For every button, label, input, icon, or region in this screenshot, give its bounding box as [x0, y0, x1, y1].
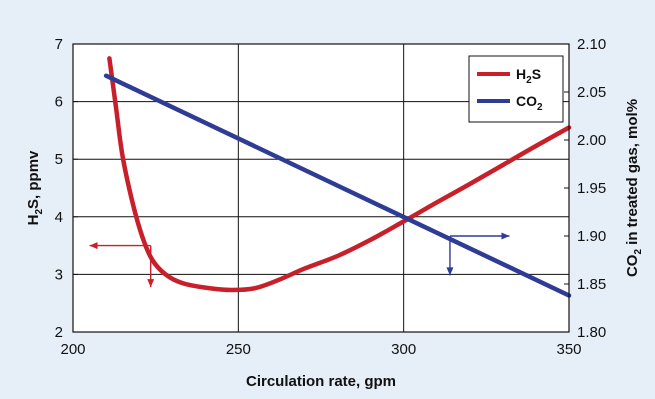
- y-left-tick-label: 5: [55, 151, 63, 168]
- series-line-h2s: [107, 56, 572, 293]
- y-right-tick-label: 2.10: [577, 36, 606, 53]
- series-layer: [103, 56, 572, 298]
- y-right-tick-label: 2.00: [577, 132, 606, 149]
- y-axis-left-title: H2S, ppmv: [25, 150, 45, 225]
- series-line-co2: [103, 73, 572, 298]
- y-left-tick-label: 2: [55, 324, 63, 341]
- y-right-tick-label: 1.90: [577, 228, 606, 245]
- co2-down-arrow-head: [446, 267, 454, 276]
- legend-label-h2s: H2S: [516, 66, 541, 86]
- y-right-tick-label: 1.95: [577, 180, 606, 197]
- x-tick-label: 250: [226, 341, 251, 358]
- x-tick-label: 300: [391, 341, 416, 358]
- y-left-tick-label: 6: [55, 94, 63, 111]
- y-right-tick-label: 1.80: [577, 324, 606, 341]
- legend: H2S CO2: [468, 55, 564, 123]
- h2s-down-arrow-head: [147, 279, 155, 288]
- y-left-tick-label: 4: [55, 209, 63, 226]
- y-left-tick-label: 7: [55, 36, 63, 53]
- y-right-tick-label: 2.05: [577, 84, 606, 101]
- x-axis-title: Circulation rate, gpm: [246, 373, 396, 390]
- h2s-left-arrow-head: [89, 242, 98, 250]
- y-right-tick-label: 1.85: [577, 276, 606, 293]
- y-left-tick-label: 3: [55, 266, 63, 283]
- co2-right-arrow-head: [501, 232, 510, 240]
- x-tick-label: 350: [556, 341, 581, 358]
- legend-label-co2: CO2: [516, 93, 543, 113]
- tick-labels: 200 250 300 350 2 3 4 5 6 7 1.80 1.85 1.90 1.95 2.00 2.…: [55, 36, 607, 358]
- axis-indicator-arrows: [89, 232, 510, 288]
- legend-box: [468, 55, 564, 123]
- y-axis-right-title: CO2 in treated gas, mol%: [624, 99, 644, 277]
- x-tick-label: 200: [60, 341, 85, 358]
